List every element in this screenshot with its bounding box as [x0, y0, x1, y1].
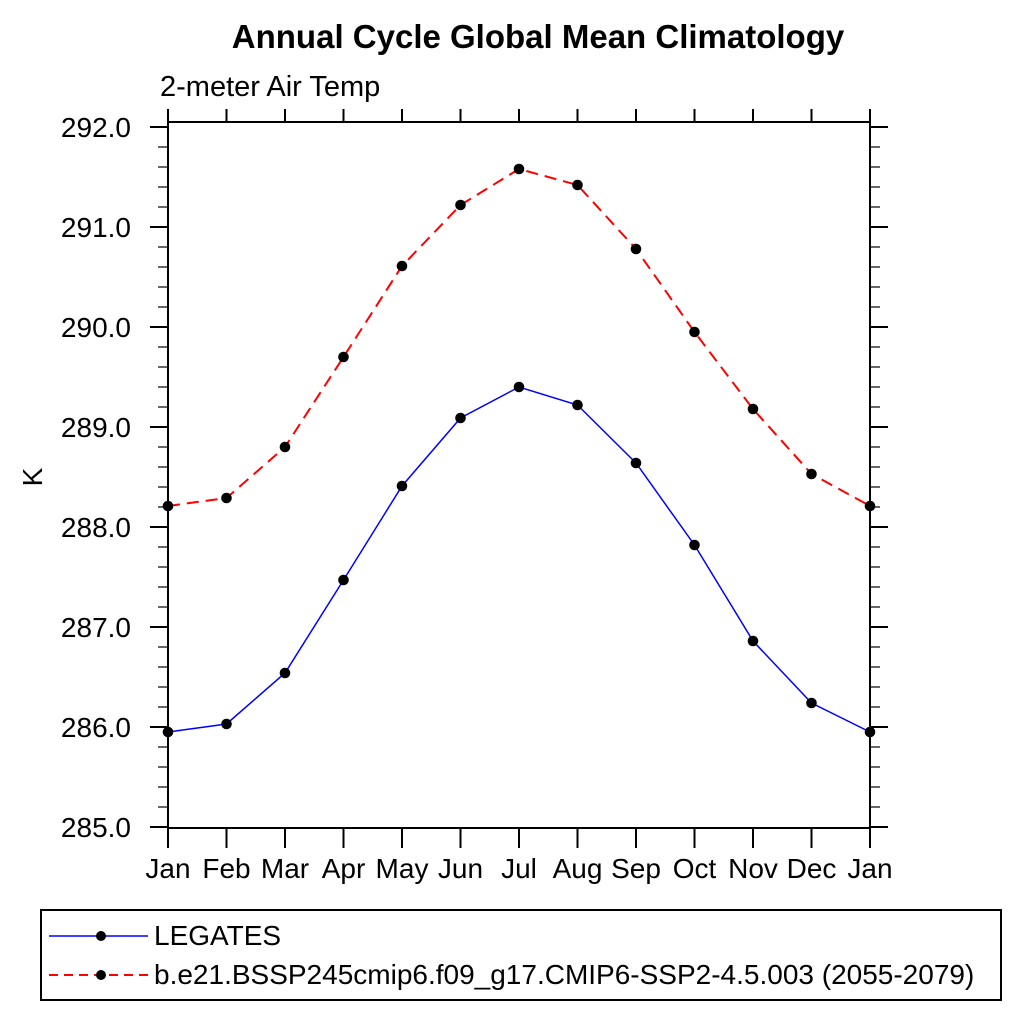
data-point-marker — [513, 381, 525, 393]
data-point-marker — [279, 441, 291, 453]
data-point-marker — [806, 697, 817, 709]
y-tick-label: 286.0 — [61, 712, 131, 743]
legend-marker-dot — [96, 930, 106, 941]
data-point-marker — [338, 574, 349, 586]
x-tick-label: May — [376, 853, 429, 884]
legend-line-sample-dashed — [49, 969, 148, 980]
chart-subtitle: 2-meter Air Temp — [160, 71, 381, 103]
data-point-marker — [455, 199, 466, 211]
y-tick-label: 290.0 — [61, 312, 131, 343]
data-point-marker — [279, 667, 291, 679]
data-point-marker — [630, 243, 642, 255]
x-tick-label: Nov — [728, 853, 778, 884]
data-point-marker — [396, 260, 408, 272]
y-tick-label: 287.0 — [61, 612, 131, 643]
x-tick-label: Jul — [501, 853, 537, 884]
legend-label-legates: LEGATES — [154, 919, 282, 951]
data-point-marker — [630, 457, 642, 469]
legend-line-sample-solid — [49, 930, 148, 941]
legend-label-model: b.e21.BSSP245cmip6.f09_g17.CMIP6-SSP2-4.… — [154, 958, 975, 990]
data-point-marker — [221, 718, 232, 730]
y-axis-title: K — [17, 467, 48, 486]
chart-title: Annual Cycle Global Mean Climatology — [231, 18, 845, 55]
x-tick-label: Aug — [553, 853, 603, 884]
data-point-marker — [338, 351, 349, 363]
x-tick-label: Jun — [438, 853, 483, 884]
data-point-marker — [162, 726, 174, 738]
y-tick-label: 292.0 — [61, 112, 131, 143]
data-point-marker — [689, 539, 700, 551]
y-tick-label: 289.0 — [61, 412, 131, 443]
legend-item-legates: LEGATES — [47, 919, 1000, 951]
x-tick-label: Mar — [261, 853, 309, 884]
x-tick-label: Oct — [673, 853, 717, 884]
data-point-marker — [572, 179, 583, 191]
data-point-marker — [747, 635, 759, 647]
data-point-marker — [864, 500, 876, 512]
x-tick-label: Apr — [322, 853, 366, 884]
series-line-0 — [167, 386, 871, 733]
legend-marker-dot — [96, 969, 106, 980]
data-point-marker — [747, 403, 759, 415]
data-point-marker — [864, 726, 876, 738]
data-point-marker — [689, 326, 700, 338]
x-tick-label: Sep — [611, 853, 661, 884]
x-tick-label: Jan — [847, 853, 892, 884]
legend-box: LEGATES b.e21.BSSP245cmip6.f09_g17.CMIP6… — [40, 909, 1002, 1001]
data-point-marker — [455, 412, 466, 424]
data-point-marker — [221, 492, 232, 504]
x-tick-label: Dec — [787, 853, 837, 884]
y-tick-label: 285.0 — [61, 812, 131, 843]
x-tick-label: Jan — [145, 853, 190, 884]
data-point-marker — [806, 468, 817, 480]
data-point-marker — [513, 163, 525, 175]
x-tick-label: Feb — [202, 853, 250, 884]
data-point-marker — [572, 399, 583, 411]
plot-frame — [167, 121, 871, 829]
series-line-1 — [167, 167, 871, 507]
data-point-marker — [162, 500, 174, 512]
legend-item-model: b.e21.BSSP245cmip6.f09_g17.CMIP6-SSP2-4.… — [47, 958, 1000, 990]
y-tick-label: 291.0 — [61, 212, 131, 243]
y-tick-label: 288.0 — [61, 512, 131, 543]
data-point-marker — [396, 480, 408, 492]
